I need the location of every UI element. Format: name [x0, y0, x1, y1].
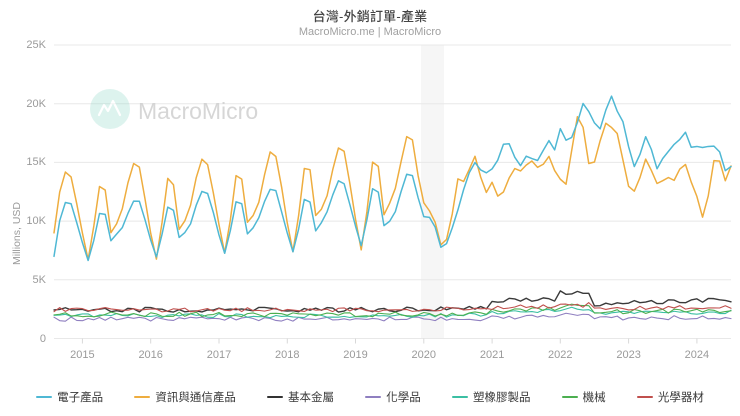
- svg-text:MacroMicro: MacroMicro: [138, 98, 258, 124]
